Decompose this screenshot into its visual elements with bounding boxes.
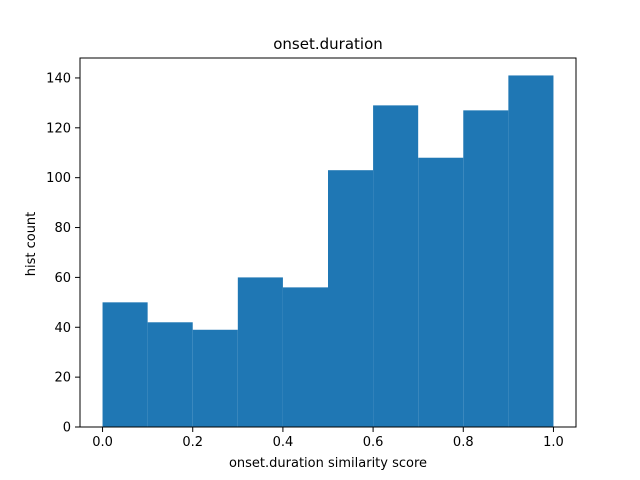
histogram-bar-1 bbox=[147, 322, 193, 427]
y-tick-label-6: 120 bbox=[46, 121, 71, 136]
x-tick-label-1: 0.2 bbox=[182, 435, 203, 450]
bars-group bbox=[102, 75, 554, 428]
histogram-bar-8 bbox=[463, 110, 509, 428]
histogram-bar-4 bbox=[282, 287, 328, 427]
y-axis-title: hist count bbox=[24, 212, 39, 277]
histogram-bar-7 bbox=[418, 157, 464, 427]
x-tick-label-5: 1.0 bbox=[543, 435, 564, 450]
y-tick-label-2: 40 bbox=[54, 321, 71, 336]
y-tick-label-1: 20 bbox=[54, 371, 71, 386]
x-tick-label-2: 0.4 bbox=[273, 435, 294, 450]
y-tick-label-5: 100 bbox=[46, 171, 71, 186]
x-tick-label-4: 0.8 bbox=[453, 435, 474, 450]
axes-group: 0.0 0.2 0.4 0.6 0.8 1.0 0 20 40 60 80 100 120 140 bbox=[46, 57, 577, 450]
chart-title: onset.duration bbox=[273, 35, 383, 53]
histogram-bar-2 bbox=[192, 329, 238, 427]
histogram-bar-9 bbox=[508, 75, 554, 428]
x-tick-label-0: 0.0 bbox=[92, 435, 113, 450]
histogram-bar-6 bbox=[373, 105, 419, 428]
y-tick-label-3: 60 bbox=[54, 271, 71, 286]
x-tick-label-3: 0.6 bbox=[363, 435, 384, 450]
histogram-bar-0 bbox=[102, 302, 148, 427]
histogram-bar-5 bbox=[328, 170, 374, 427]
y-tick-label-7: 140 bbox=[46, 71, 71, 86]
y-tick-label-4: 80 bbox=[54, 221, 71, 236]
histogram-bar-3 bbox=[237, 277, 283, 427]
y-tick-label-0: 0 bbox=[63, 421, 71, 436]
x-axis-title: onset.duration similarity score bbox=[229, 456, 427, 471]
plot-frame bbox=[79, 57, 577, 428]
